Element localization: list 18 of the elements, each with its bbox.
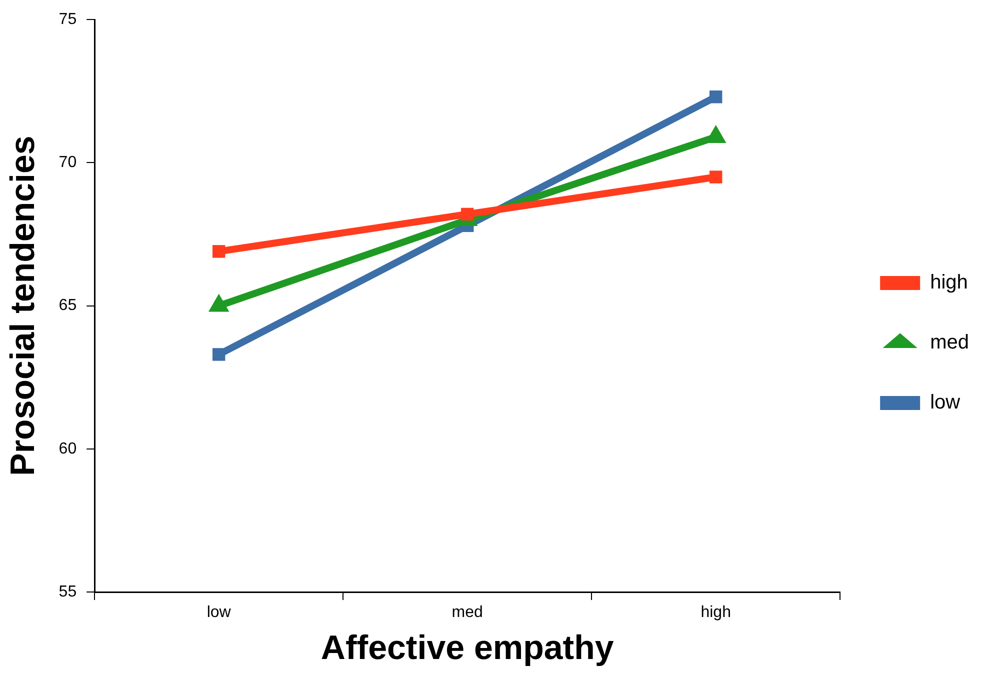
x-axis-title: Affective empathy — [320, 628, 614, 667]
y-tick-label: 55 — [58, 583, 77, 600]
point — [709, 90, 722, 104]
x-tick-label: med — [452, 604, 483, 622]
y-tick-label: 60 — [58, 440, 77, 458]
legend-label: high — [930, 272, 968, 294]
y-tick-label: 70 — [58, 154, 77, 172]
point — [709, 170, 722, 184]
legend-label: low — [930, 392, 961, 414]
y-tick-label: 75 — [58, 11, 77, 28]
x-tick-label: high — [700, 604, 731, 622]
point — [460, 208, 474, 221]
y-axis-title: Prosocial tendencies — [4, 136, 42, 476]
legend-label: med — [930, 332, 969, 354]
point — [212, 245, 226, 258]
y-tick-label: 65 — [58, 297, 77, 314]
point — [212, 348, 226, 361]
x-tick-label: low — [206, 604, 232, 622]
